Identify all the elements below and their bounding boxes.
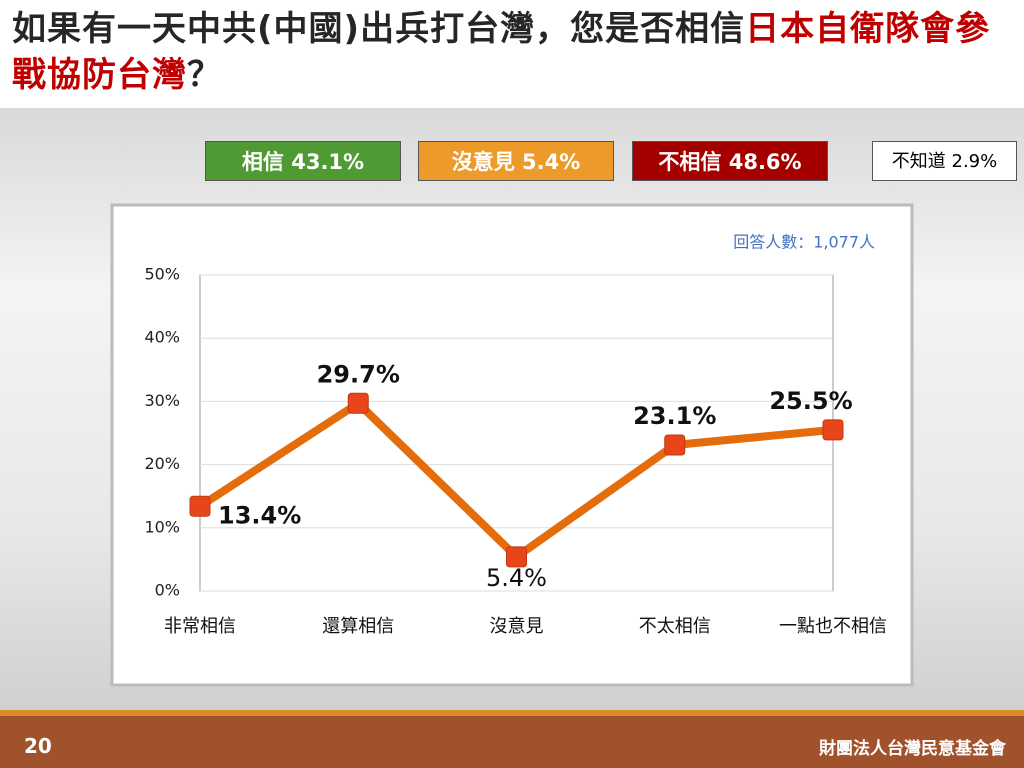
data-label: 25.5% (769, 387, 852, 415)
x-tick-label: 還算相信 (322, 616, 394, 637)
data-label: 13.4% (218, 501, 301, 529)
y-tick-label: 20% (144, 454, 180, 473)
page-number: 20 (24, 734, 52, 758)
summary-box: 相信 43.1% (205, 141, 401, 181)
data-label: 29.7% (317, 360, 400, 388)
x-tick-label: 沒意見 (490, 616, 544, 637)
y-tick-label: 0% (155, 581, 180, 600)
title-part: ？ (187, 55, 222, 95)
summary-box: 沒意見 5.4% (418, 141, 614, 181)
marker (506, 546, 527, 568)
summary-box: 不相信 48.6% (632, 141, 828, 181)
summary-box: 不知道 2.9% (872, 141, 1017, 181)
data-label: 5.4% (486, 564, 547, 592)
organization: 財團法人台灣民意基金會 (819, 739, 1006, 759)
marker (347, 392, 369, 414)
chart-panel (110, 203, 914, 687)
title-part: 日本自衛隊會參戰協防台灣 (12, 9, 991, 95)
marker (664, 434, 686, 456)
x-tick-label: 不太相信 (639, 616, 711, 637)
y-tick-label: 30% (144, 391, 180, 410)
note: 回答人數：1,077人 (733, 233, 875, 252)
x-tick-label: 非常相信 (164, 616, 236, 637)
x-tick-label: 一點也不相信 (779, 616, 887, 637)
title-part: 如果有一天中共(中國)出兵打台灣，您是否相信 (12, 9, 746, 49)
marker (822, 419, 844, 441)
y-tick-label: 50% (144, 265, 180, 284)
data-label: 23.1% (633, 402, 716, 430)
footer: 20 財團法人台灣民意基金會 (0, 710, 1024, 768)
marker (189, 495, 211, 517)
title: 如果有一天中共(中國)出兵打台灣，您是否相信日本自衛隊會參戰協防台灣？ (12, 6, 1012, 98)
y-tick-label: 10% (144, 517, 180, 536)
y-tick-label: 40% (144, 328, 180, 347)
